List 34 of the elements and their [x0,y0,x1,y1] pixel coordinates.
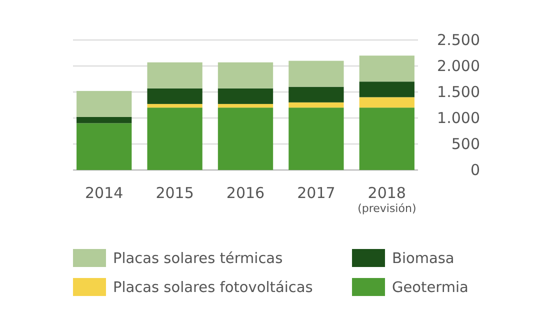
legend-label: Placas solares térmicas [113,251,283,267]
bar [147,62,202,88]
x-tick-label: 2016 [226,184,265,202]
bar [218,88,274,104]
legend-label: Geotermia [392,280,468,296]
bar [288,86,344,102]
bar [218,104,274,108]
bar [288,108,344,170]
y-tick-label: 1.000 [437,108,480,127]
legend-label: Placas solares fotovoltáicas [113,280,313,296]
bar [359,82,414,98]
bar [76,123,132,170]
bar [359,97,414,108]
bar [288,102,344,108]
y-tick-label: 2.000 [437,56,480,75]
bar [147,104,202,108]
y-tick-label: 0 [470,160,480,179]
bar [147,108,202,170]
legend-label: Biomasa [392,251,454,267]
x-tick-label: 2017 [297,184,336,202]
x-tick-label: 2015 [156,184,194,202]
x-tick-label: 2018 (previsión) [358,184,416,215]
y-tick-label: 1.500 [437,82,480,101]
bar [288,60,344,87]
x-tick-label: 2014 [85,184,124,202]
bar [147,88,202,104]
bar [218,108,274,170]
y-tick-label: 2.500 [437,30,480,49]
bar [218,62,274,88]
bar [76,90,132,117]
bar [76,116,132,124]
bar [359,56,414,82]
bar [359,108,414,170]
y-tick-label: 500 [451,134,480,153]
